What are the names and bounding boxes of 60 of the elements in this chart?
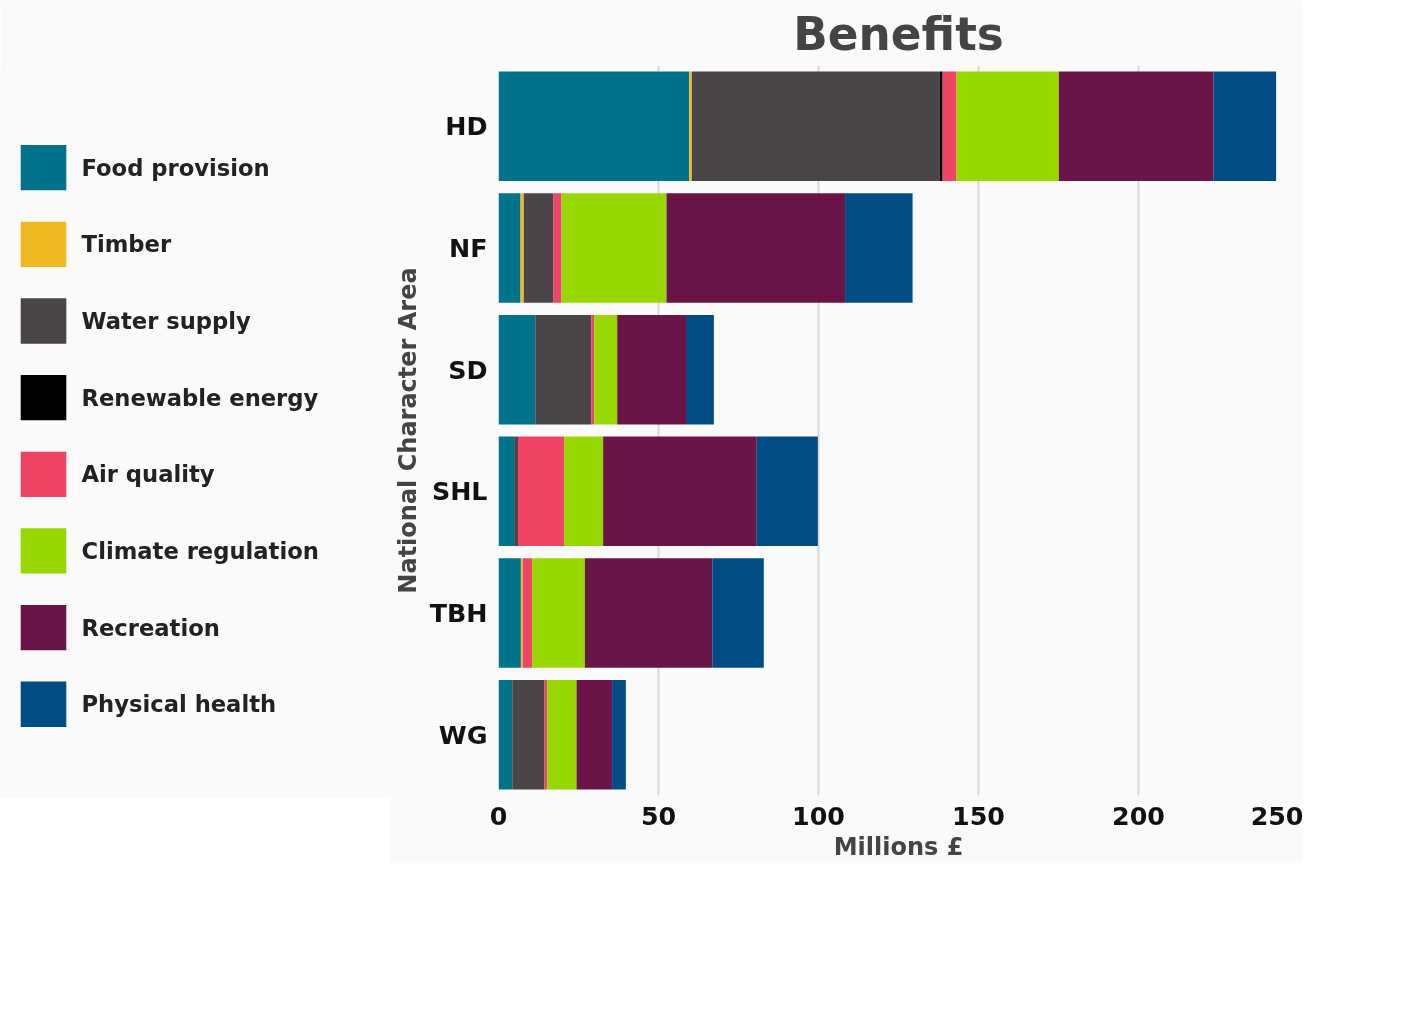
y-tick-label: WG (438, 719, 488, 750)
bar (498, 558, 521, 668)
y-axis-title: National Character Area (393, 267, 422, 594)
x-tick-label: 200 (1112, 800, 1165, 831)
y-tick-label: HD (445, 111, 488, 142)
bar (523, 193, 554, 303)
x-tick-label: 50 (640, 800, 677, 831)
bar (535, 314, 592, 425)
legend-label: Recreation (81, 614, 220, 641)
bar (1213, 71, 1277, 182)
bar (617, 314, 687, 425)
legend-label: Air quality (81, 461, 215, 488)
y-tick-label: SD (448, 354, 488, 385)
bar (498, 679, 513, 790)
bar (561, 193, 667, 303)
bar (584, 558, 713, 668)
bar (564, 436, 604, 547)
bar (518, 436, 565, 547)
x-tick-label: 0 (489, 800, 508, 831)
bar (942, 71, 957, 182)
y-tick-label: NF (449, 233, 488, 263)
bar (1058, 71, 1214, 182)
bar (603, 436, 757, 547)
bar (686, 314, 714, 425)
bar (594, 314, 618, 425)
bar (547, 679, 577, 790)
legend-label: Climate regulation (81, 537, 319, 564)
bar (498, 193, 521, 303)
bar (939, 71, 943, 182)
bar (532, 558, 585, 668)
legend-label: Physical health (81, 691, 277, 718)
bar (576, 679, 613, 790)
bar (756, 436, 818, 547)
legend-label: Timber (81, 231, 172, 258)
bar (591, 314, 595, 425)
bar (520, 193, 524, 303)
y-tick-label: TBH (429, 598, 488, 628)
bar (514, 436, 519, 547)
bar (712, 558, 764, 668)
bar (612, 679, 626, 790)
bar (512, 679, 545, 790)
bar (666, 193, 846, 303)
bar (522, 558, 533, 668)
bar (956, 71, 1059, 182)
bar (498, 71, 690, 182)
bar (691, 71, 940, 182)
legend-label: Renewable energy (81, 384, 319, 411)
y-tick-label: SHL (431, 476, 488, 507)
legend-label: Food provision (81, 154, 270, 181)
bar (498, 314, 536, 425)
x-axis-title: Millions £ (833, 832, 964, 861)
bar (553, 193, 562, 303)
bar (498, 436, 515, 547)
chart-title: Benefits (793, 7, 1004, 61)
legend-label: Water supply (81, 308, 252, 334)
x-tick-label: 250 (1250, 800, 1304, 831)
x-tick-label: 100 (792, 800, 845, 831)
bar (845, 193, 913, 303)
x-tick-label: 150 (952, 800, 1005, 831)
bar (689, 71, 692, 182)
